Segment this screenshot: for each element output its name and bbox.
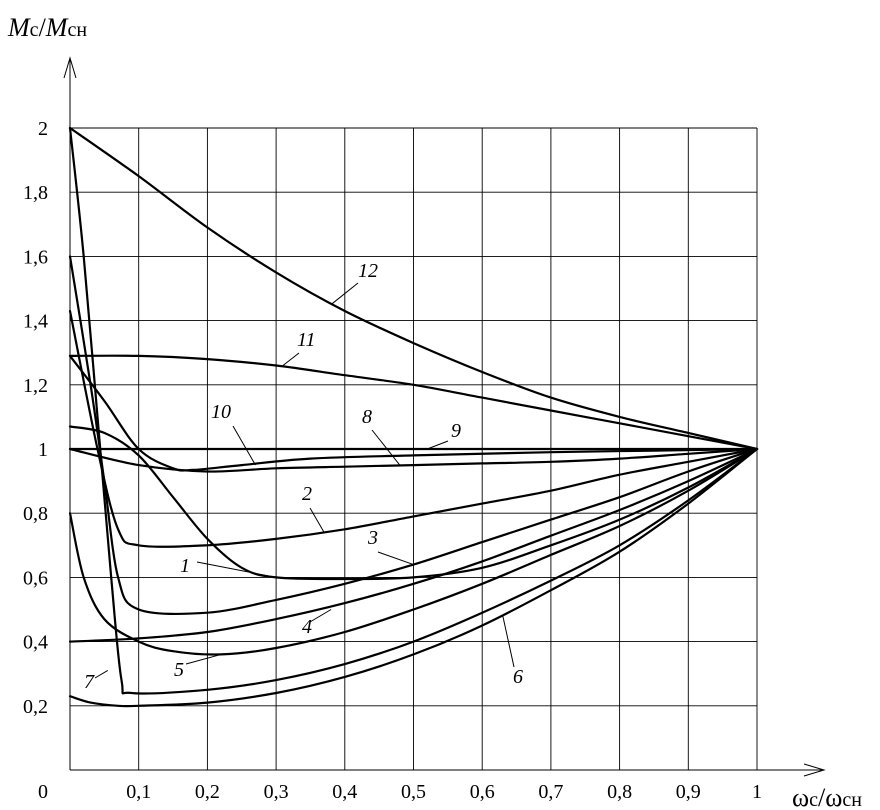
x-tick-label: 0,1 — [126, 781, 151, 803]
x-tick-label: 0,2 — [195, 781, 220, 803]
curve-label-12: 12 — [358, 260, 378, 282]
curve-label-5: 5 — [174, 659, 184, 681]
y-axis-title-sub1: с — [30, 19, 39, 41]
curve-label-2: 2 — [302, 483, 312, 505]
curve-label-leader — [232, 425, 256, 466]
x-axis-title-main: ω — [792, 783, 809, 810]
curve-label-leader — [330, 282, 359, 305]
curve-label-leader — [309, 507, 325, 533]
curve-label-1: 1 — [180, 555, 190, 577]
y-tick-label: 0,4 — [23, 632, 48, 654]
x-tick-label: 1 — [752, 781, 762, 803]
series-line-4 — [68, 447, 759, 643]
curve-label-leader — [427, 440, 449, 450]
series — [68, 126, 759, 708]
x-tick-label: 0,8 — [607, 781, 632, 803]
series-line-2 — [68, 309, 759, 548]
series-line-1 — [68, 425, 759, 581]
curve-label-4: 4 — [302, 616, 312, 638]
x-axis-arrow-icon — [803, 763, 826, 777]
x-tick-label: 0,5 — [401, 781, 426, 803]
series-line-12 — [68, 126, 759, 451]
curve-label-leader — [377, 551, 414, 566]
series-line-10 — [68, 354, 759, 472]
series-line-6 — [68, 447, 759, 708]
x-tick-label: 0,6 — [470, 781, 495, 803]
x-axis-title: ωс/ωсн — [792, 783, 862, 810]
series-line-5 — [68, 447, 759, 656]
curve-label-leader — [185, 653, 222, 665]
y-axis-title-sub2: сн — [67, 19, 87, 41]
series-line-7 — [68, 126, 759, 695]
x-tick-label: 0,3 — [264, 781, 289, 803]
x-axis-title-sub2: сн — [842, 789, 862, 810]
curve-label-3: 3 — [367, 527, 378, 549]
curve-label-8: 8 — [362, 406, 372, 428]
x-tick-label: 0,9 — [676, 781, 701, 803]
y-axis-title-slash: / — [39, 13, 47, 42]
x-axis-title-slash: / — [818, 783, 826, 810]
curve-label-leader — [371, 429, 401, 466]
y-tick-label: 1,8 — [23, 182, 48, 204]
curve-label-leader — [502, 615, 515, 668]
curve-label-7: 7 — [84, 671, 95, 693]
origin-label: 0 — [38, 781, 48, 803]
x-tick-label: 0,4 — [332, 781, 357, 803]
y-tick-label: 0,6 — [23, 567, 48, 589]
curve-label-leader — [309, 609, 332, 623]
y-tick-label: 1,4 — [23, 311, 48, 333]
curve-label-leader — [196, 561, 277, 578]
y-tick-label: 0,8 — [23, 503, 48, 525]
axes — [63, 56, 826, 777]
y-axis-arrow-icon — [63, 56, 77, 79]
y-axis-title: Mс/Mсн — [7, 13, 87, 42]
y-axis-title-main2: M — [45, 13, 69, 42]
curve-label-6: 6 — [513, 666, 523, 688]
series-line-11 — [68, 354, 759, 451]
curve-label-leader — [282, 352, 300, 366]
y-axis-title-main: M — [7, 13, 31, 42]
y-tick-label: 2 — [38, 118, 48, 140]
tick-labels: 0,1 0,2 0,3 0,4 0,5 0,6 0,7 0,8 0,9 1 0,2 0,4 0,6 0,8… — [23, 118, 762, 803]
y-tick-label: 0,2 — [23, 696, 48, 718]
y-tick-label: 1,2 — [23, 375, 48, 397]
x-axis-title-sub1: с — [809, 789, 818, 810]
curve-label-10: 10 — [211, 401, 231, 423]
x-axis-title-main2: ω — [825, 783, 842, 810]
curve-label-9: 9 — [451, 420, 461, 442]
x-tick-label: 0,7 — [538, 781, 563, 803]
curve-label-leader — [94, 670, 109, 679]
y-tick-label: 1,6 — [23, 246, 48, 268]
curve-label-11: 11 — [297, 329, 316, 351]
y-tick-label: 1 — [38, 439, 48, 461]
